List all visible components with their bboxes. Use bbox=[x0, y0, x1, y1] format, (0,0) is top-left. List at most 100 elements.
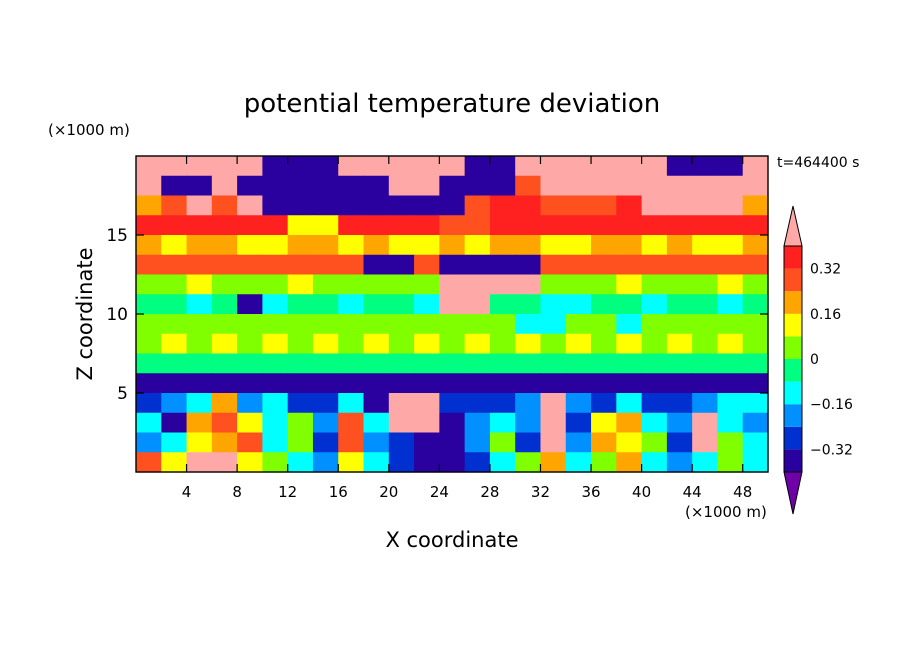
field-cell bbox=[540, 235, 567, 256]
field-cell bbox=[287, 235, 314, 256]
field-cell bbox=[515, 452, 542, 473]
field-cell bbox=[161, 452, 188, 473]
field-cell bbox=[287, 254, 314, 276]
field-cell bbox=[211, 254, 238, 276]
field-cell bbox=[414, 412, 440, 434]
field-cell bbox=[692, 412, 719, 434]
colorbar-segment bbox=[784, 246, 802, 269]
field-cell bbox=[312, 215, 339, 236]
field-cell bbox=[616, 373, 643, 394]
field-cell bbox=[262, 373, 289, 394]
field-cell bbox=[136, 412, 162, 434]
field-cell bbox=[161, 412, 188, 434]
field-cell bbox=[515, 156, 542, 177]
field-cell bbox=[439, 294, 466, 315]
x-tick-label: 8 bbox=[232, 483, 242, 501]
field-cell bbox=[515, 215, 542, 236]
field-cell bbox=[237, 333, 263, 355]
field-cell bbox=[186, 393, 213, 414]
field-cell bbox=[414, 314, 440, 335]
colorbar-tick-label: −0.32 bbox=[810, 442, 853, 458]
field-cell bbox=[489, 235, 516, 256]
field-cell bbox=[338, 353, 365, 374]
x-tick-label: 24 bbox=[430, 483, 449, 501]
field-cell bbox=[591, 175, 617, 197]
field-cell bbox=[591, 412, 617, 434]
colorbar-segment bbox=[784, 426, 802, 450]
field-cell bbox=[666, 235, 693, 256]
field-cell bbox=[262, 432, 289, 453]
field-cell bbox=[287, 175, 314, 197]
field-cell bbox=[136, 195, 162, 216]
field-cell bbox=[414, 195, 440, 216]
field-cell bbox=[616, 235, 643, 256]
field-cell bbox=[464, 294, 491, 315]
field-cell bbox=[211, 314, 238, 335]
field-cell bbox=[237, 452, 263, 473]
field-cell bbox=[338, 175, 365, 197]
field-cell bbox=[464, 195, 491, 216]
field-cell bbox=[136, 452, 162, 473]
field-cell bbox=[186, 432, 213, 453]
field-cell bbox=[136, 353, 162, 374]
field-cell bbox=[464, 314, 491, 335]
field-cell bbox=[742, 314, 769, 335]
field-cell bbox=[439, 254, 466, 276]
field-cell bbox=[136, 373, 162, 394]
x-tick-label: 16 bbox=[329, 483, 348, 501]
field-cell bbox=[641, 333, 668, 355]
field-cell bbox=[540, 452, 567, 473]
field-cell bbox=[161, 156, 188, 177]
field-cell bbox=[439, 452, 466, 473]
field-cell bbox=[186, 175, 213, 197]
field-cell bbox=[262, 412, 289, 434]
field-cell bbox=[565, 432, 592, 453]
field-cell bbox=[591, 294, 617, 315]
field-cell bbox=[515, 432, 542, 453]
field-cell bbox=[489, 215, 516, 236]
field-cell bbox=[211, 175, 238, 197]
field-cell bbox=[641, 412, 668, 434]
field-cell bbox=[414, 432, 440, 453]
field-cell bbox=[641, 156, 668, 177]
field-cell bbox=[540, 274, 567, 295]
field-cell bbox=[641, 452, 668, 473]
field-cell bbox=[515, 254, 542, 276]
field-cell bbox=[211, 235, 238, 256]
field-cell bbox=[742, 412, 769, 434]
field-cell bbox=[414, 353, 440, 374]
field-cell bbox=[287, 412, 314, 434]
field-cell bbox=[641, 373, 668, 394]
field-cell bbox=[666, 156, 693, 177]
field-cell bbox=[565, 156, 592, 177]
field-cell bbox=[439, 215, 466, 236]
field-cell bbox=[540, 294, 567, 315]
colorbar-frame bbox=[783, 245, 803, 473]
field-cell bbox=[287, 195, 314, 216]
field-cell bbox=[186, 274, 213, 295]
field-cell bbox=[388, 393, 415, 414]
field-cell bbox=[136, 333, 162, 355]
field-cell bbox=[717, 373, 744, 394]
field-cell bbox=[161, 333, 188, 355]
field-cell bbox=[464, 373, 491, 394]
field-cell bbox=[489, 175, 516, 197]
field-cell bbox=[616, 393, 643, 414]
field-cell bbox=[388, 274, 415, 295]
field-cell bbox=[489, 314, 516, 335]
field-cell bbox=[515, 294, 542, 315]
colorbar-segment bbox=[784, 404, 802, 427]
field-cell bbox=[186, 314, 213, 335]
field-cell bbox=[136, 215, 162, 236]
field-cell bbox=[515, 353, 542, 374]
field-cell bbox=[717, 333, 744, 355]
field-cell bbox=[591, 314, 617, 335]
y-tick-label: 10 bbox=[106, 305, 128, 325]
field-cell bbox=[363, 254, 390, 276]
field-cell bbox=[464, 254, 491, 276]
field-cell bbox=[616, 452, 643, 473]
field-cell bbox=[312, 235, 339, 256]
field-cell bbox=[287, 353, 314, 374]
field-cell bbox=[161, 215, 188, 236]
field-cell bbox=[161, 432, 188, 453]
